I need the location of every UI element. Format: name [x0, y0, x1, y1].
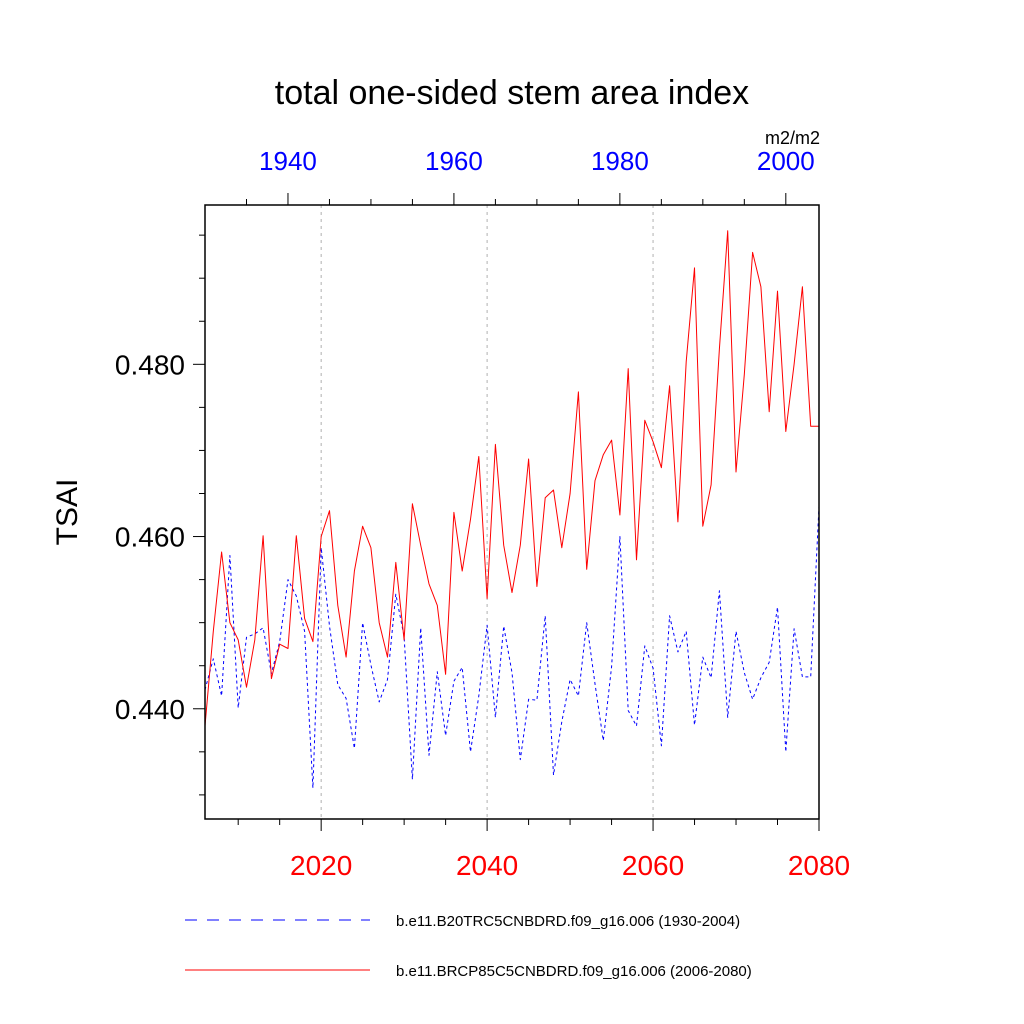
- y-axis-label: TSAI: [51, 479, 84, 546]
- y-tick-label: 0.440: [115, 694, 185, 725]
- units-label: m2/m2: [765, 128, 820, 148]
- series-line-rcp85: [204, 230, 819, 727]
- series-layer: [204, 230, 820, 789]
- y-tick-label: 0.480: [115, 349, 185, 380]
- series-line-historical: [204, 506, 820, 789]
- x-bottom-tick-label: 2040: [456, 850, 518, 881]
- legend-label-rcp85: b.e11.BRCP85C5CNBDRD.f09_g16.006 (2006-2…: [396, 963, 752, 980]
- chart-title: total one-sided stem area index: [275, 74, 749, 112]
- x-bottom-tick-label: 2080: [788, 850, 850, 881]
- x-bottom-tick-label: 2020: [290, 850, 352, 881]
- legend-label-historical: b.e11.B20TRC5CNBDRD.f09_g16.006 (1930-20…: [396, 913, 740, 930]
- x-top-tick-label: 1960: [425, 146, 483, 176]
- plot-frame: [204, 204, 820, 820]
- axes: 0.440 0.460 0.480 2020 2040 2060 2080 1940 1960 1…: [115, 146, 850, 881]
- x-top-tick-label: 2000: [757, 146, 815, 176]
- x-bottom-tick-label: 2060: [622, 850, 684, 881]
- grid-lines: [320, 205, 654, 819]
- x-top-tick-label: 1940: [259, 146, 317, 176]
- x-top-tick-label: 1980: [591, 146, 649, 176]
- y-tick-label: 0.460: [115, 522, 185, 553]
- legend: b.e11.B20TRC5CNBDRD.f09_g16.006 (1930-20…: [185, 913, 752, 980]
